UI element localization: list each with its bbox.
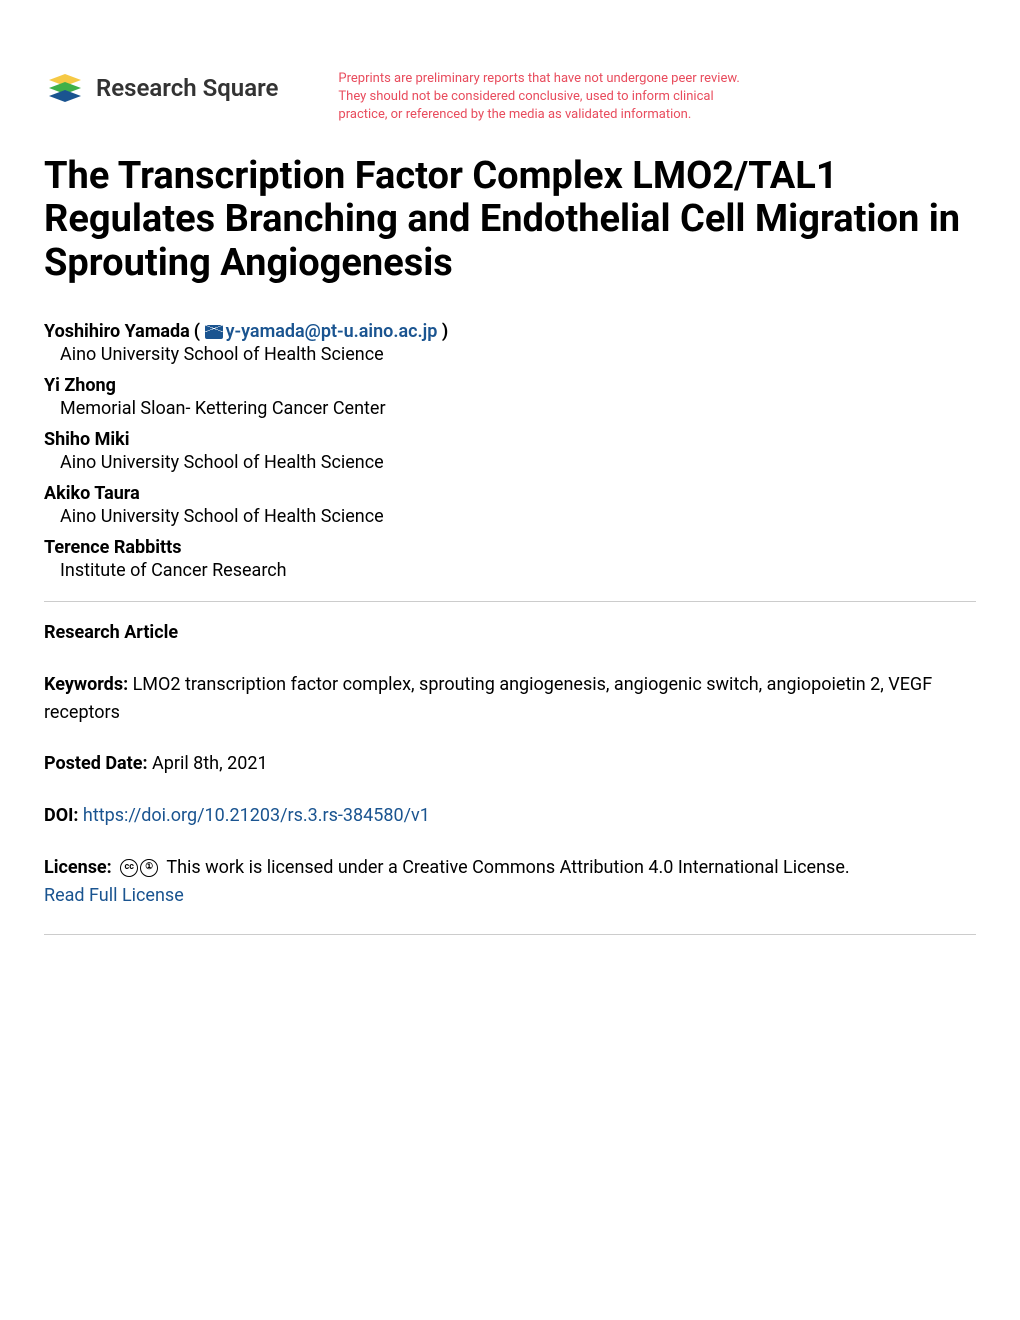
author-affiliation: Aino University School of Health Science [60, 506, 976, 527]
authors-list: Yoshihiro Yamada ( y-yamada@pt-u.aino.ac… [44, 321, 976, 581]
article-title: The Transcription Factor Complex LMO2/TA… [44, 155, 976, 286]
logo-section: Research Square [44, 70, 278, 106]
author-entry: Yoshihiro Yamada ( y-yamada@pt-u.aino.ac… [44, 321, 976, 365]
posted-date-value: April 8th, 2021 [152, 753, 268, 774]
email-icon [205, 325, 223, 339]
license-row: License: cc ① This work is licensed unde… [44, 854, 976, 910]
keywords-row: Keywords: LMO2 transcription factor comp… [44, 671, 976, 727]
cc-icon: cc [120, 859, 138, 877]
author-entry: Akiko Taura Aino University School of He… [44, 483, 976, 527]
keywords-label: Keywords: [44, 674, 128, 695]
author-affiliation: Aino University School of Health Science [60, 344, 976, 365]
author-name: Shiho Miki [44, 429, 130, 450]
author-email-link[interactable]: y-yamada@pt-u.aino.ac.jp [226, 321, 438, 342]
author-affiliation: Memorial Sloan- Kettering Cancer Center [60, 398, 976, 419]
author-affiliation: Institute of Cancer Research [60, 560, 976, 581]
author-affiliation: Aino University School of Health Science [60, 452, 976, 473]
author-name: Yoshihiro Yamada [44, 321, 190, 342]
keywords-text: LMO2 transcription factor complex, sprou… [44, 674, 932, 723]
email-wrapper: ( y-yamada@pt-u.aino.ac.jp ) [194, 321, 448, 342]
logo-text: Research Square [96, 74, 278, 102]
author-entry: Shiho Miki Aino University School of Hea… [44, 429, 976, 473]
section-divider [44, 934, 976, 935]
license-link[interactable]: Read Full License [44, 885, 184, 906]
section-divider [44, 601, 976, 602]
posted-date-label: Posted Date: [44, 753, 148, 774]
author-name: Yi Zhong [44, 375, 116, 396]
article-type: Research Article [44, 622, 976, 643]
posted-date-row: Posted Date: April 8th, 2021 [44, 750, 976, 778]
author-name: Terence Rabbitts [44, 537, 181, 558]
research-square-logo-icon [44, 70, 86, 106]
author-name: Akiko Taura [44, 483, 140, 504]
author-entry: Terence Rabbitts Institute of Cancer Res… [44, 537, 976, 581]
preprint-disclaimer: Preprints are preliminary reports that h… [338, 70, 758, 125]
license-label: License: [44, 857, 112, 878]
license-text: This work is licensed under a Creative C… [166, 857, 849, 878]
doi-row: DOI: https://doi.org/10.21203/rs.3.rs-38… [44, 802, 976, 830]
cc-license-icons: cc ① [120, 859, 158, 877]
by-icon: ① [140, 859, 158, 877]
doi-label: DOI: [44, 805, 78, 826]
author-entry: Yi Zhong Memorial Sloan- Kettering Cance… [44, 375, 976, 419]
page-header: Research Square Preprints are preliminar… [44, 70, 976, 125]
doi-link[interactable]: https://doi.org/10.21203/rs.3.rs-384580/… [83, 805, 430, 826]
